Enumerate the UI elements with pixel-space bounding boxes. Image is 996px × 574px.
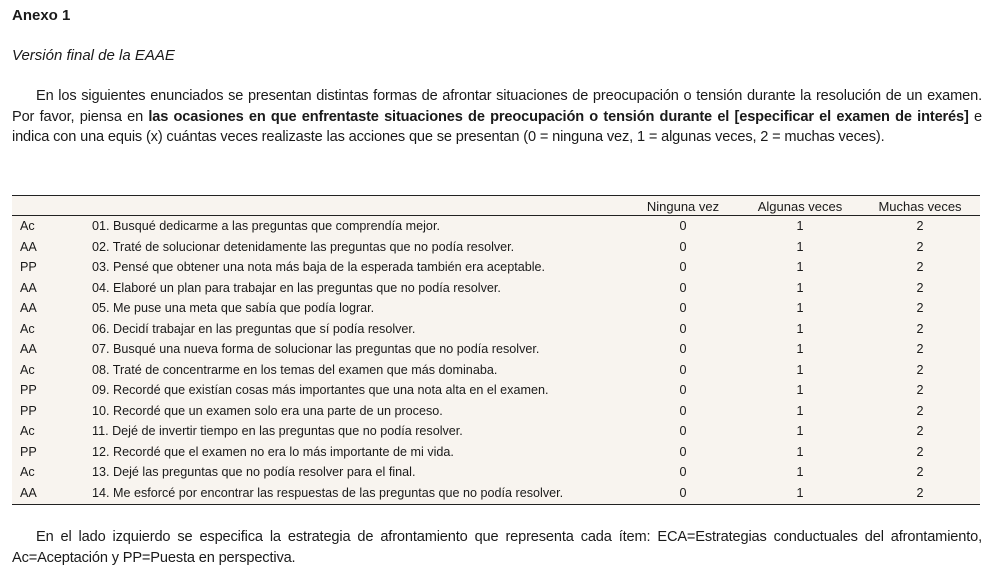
instructions-text-end: e indica con una equis (x) cuántas veces… bbox=[12, 108, 982, 146]
option-algunas: 1 bbox=[796, 280, 804, 295]
option-ninguna: 0 bbox=[679, 485, 687, 500]
option-ninguna: 0 bbox=[679, 444, 687, 459]
item-text: 13. Dejé las preguntas que no podía reso… bbox=[92, 465, 416, 479]
annex-subheading: Versión final de la EAAE bbox=[12, 47, 175, 64]
strategy-code: AA bbox=[20, 342, 37, 356]
item-text: 14. Me esforcé por encontrar las respues… bbox=[92, 485, 564, 500]
item-text: 11. Dejé de invertir tiempo en las pregu… bbox=[92, 424, 463, 438]
header-muchas-veces: Muchas veces bbox=[878, 199, 962, 214]
option-muchas: 2 bbox=[916, 342, 924, 356]
strategy-code: Ac bbox=[20, 362, 35, 377]
table-row: PP 03. Pensé que obtener una nota más baj… bbox=[12, 257, 980, 278]
item-text: 05. Me puse una meta que sabía que podía… bbox=[92, 301, 375, 315]
option-ninguna: 0 bbox=[679, 424, 687, 438]
option-algunas: 1 bbox=[796, 485, 804, 500]
option-ninguna: 0 bbox=[679, 383, 687, 397]
item-text: 06. Decidí trabajar en las preguntas que… bbox=[92, 321, 416, 336]
option-ninguna: 0 bbox=[679, 362, 687, 377]
option-algunas: 1 bbox=[796, 239, 804, 254]
option-algunas: 1 bbox=[796, 301, 804, 315]
option-ninguna: 0 bbox=[679, 403, 687, 418]
option-ninguna: 0 bbox=[679, 239, 687, 254]
option-algunas: 1 bbox=[796, 465, 804, 479]
annex-heading: Anexo 1 bbox=[12, 7, 71, 24]
option-algunas: 1 bbox=[796, 260, 804, 274]
option-ninguna: 0 bbox=[679, 260, 687, 274]
strategy-code: Ac bbox=[20, 465, 35, 479]
option-muchas: 2 bbox=[916, 383, 924, 397]
option-algunas: 1 bbox=[796, 362, 804, 377]
table-row: PP 09. Recordé que existían cosas más imp… bbox=[12, 380, 980, 401]
instructions-text: En los siguientes enunciados se presenta… bbox=[12, 88, 982, 125]
item-text: 12. Recordé que el examen no era lo más … bbox=[92, 444, 454, 459]
option-algunas: 1 bbox=[796, 219, 804, 233]
option-algunas: 1 bbox=[796, 403, 804, 418]
table-row: Ac 08. Traté de concentrarme en los temas… bbox=[12, 360, 980, 381]
table-row: AA 02. Traté de solucionar detenidamente … bbox=[12, 237, 980, 258]
table-row: AA 07. Busqué una nueva forma de solucion… bbox=[12, 339, 980, 360]
option-algunas: 1 bbox=[796, 444, 804, 459]
option-muchas: 2 bbox=[916, 219, 924, 233]
strategy-code: Ac bbox=[20, 219, 35, 233]
instructions-paragraph: En los siguientes enunciados se presenta… bbox=[12, 86, 982, 148]
strategy-code: Ac bbox=[20, 321, 35, 336]
option-muchas: 2 bbox=[916, 280, 924, 295]
option-algunas: 1 bbox=[796, 321, 804, 336]
strategy-code: AA bbox=[20, 280, 37, 295]
table-row: AA 04. Elaboré un plan para trabajar en l… bbox=[12, 278, 980, 299]
option-ninguna: 0 bbox=[679, 280, 687, 295]
option-muchas: 2 bbox=[916, 485, 924, 500]
option-muchas: 2 bbox=[916, 403, 924, 418]
strategy-code: PP bbox=[20, 260, 37, 274]
option-muchas: 2 bbox=[916, 301, 924, 315]
option-algunas: 1 bbox=[796, 424, 804, 438]
option-muchas: 2 bbox=[916, 444, 924, 459]
option-ninguna: 0 bbox=[679, 342, 687, 356]
option-ninguna: 0 bbox=[679, 321, 687, 336]
table-row: PP 10. Recordé que un examen solo era una… bbox=[12, 401, 980, 422]
scale-table: Ninguna vez Algunas veces Muchas veces A… bbox=[12, 195, 980, 505]
strategy-code: PP bbox=[20, 383, 37, 397]
item-text: 10. Recordé que un examen solo era una p… bbox=[92, 403, 443, 418]
strategy-code: Ac bbox=[20, 424, 35, 438]
strategy-code: PP bbox=[20, 403, 37, 418]
item-text: 01. Busqué dedicarme a las preguntas que… bbox=[92, 219, 440, 233]
option-muchas: 2 bbox=[916, 362, 924, 377]
header-algunas-veces: Algunas veces bbox=[757, 199, 843, 214]
header-ninguna-vez: Ninguna vez bbox=[646, 199, 720, 214]
option-ninguna: 0 bbox=[679, 465, 687, 479]
strategy-code: AA bbox=[20, 301, 37, 315]
item-text: 03. Pensé que obtener una nota más baja … bbox=[92, 260, 545, 274]
table-body: Ac 01. Busqué dedicarme a las preguntas q… bbox=[12, 216, 980, 503]
item-text: 02. Traté de solucionar detenidamente la… bbox=[92, 239, 515, 254]
table-header: Ninguna vez Algunas veces Muchas veces bbox=[12, 196, 980, 216]
option-algunas: 1 bbox=[796, 342, 804, 356]
item-text: 07. Busqué una nueva forma de solucionar… bbox=[92, 342, 540, 356]
table-row: PP 12. Recordé que el examen no era lo má… bbox=[12, 442, 980, 463]
item-text: 04. Elaboré un plan para trabajar en las… bbox=[92, 280, 501, 295]
instructions-emphasis: las ocasiones en que enfrentaste situaci… bbox=[148, 108, 969, 125]
item-text: 08. Traté de concentrarme en los temas d… bbox=[92, 362, 498, 377]
option-muchas: 2 bbox=[916, 465, 924, 479]
option-ninguna: 0 bbox=[679, 301, 687, 315]
item-text: 09. Recordé que existían cosas más impor… bbox=[92, 383, 549, 397]
option-muchas: 2 bbox=[916, 239, 924, 254]
table-row: Ac 11. Dejé de invertir tiempo en las pre… bbox=[12, 421, 980, 442]
strategy-code: PP bbox=[20, 444, 37, 459]
option-muchas: 2 bbox=[916, 260, 924, 274]
table-row: Ac 01. Busqué dedicarme a las preguntas q… bbox=[12, 216, 980, 237]
option-muchas: 2 bbox=[916, 424, 924, 438]
option-algunas: 1 bbox=[796, 383, 804, 397]
table-row: AA 05. Me puse una meta que sabía que pod… bbox=[12, 298, 980, 319]
strategy-code: AA bbox=[20, 485, 37, 500]
table-row: Ac 06. Decidí trabajar en las preguntas q… bbox=[12, 319, 980, 340]
option-ninguna: 0 bbox=[679, 219, 687, 233]
strategy-code: AA bbox=[20, 239, 37, 254]
option-muchas: 2 bbox=[916, 321, 924, 336]
table-row: Ac 13. Dejé las preguntas que no podía re… bbox=[12, 462, 980, 483]
table-row: AA 14. Me esforcé por encontrar las respu… bbox=[12, 483, 980, 504]
footnote: En el lado izquierdo se especifica la es… bbox=[12, 529, 982, 566]
